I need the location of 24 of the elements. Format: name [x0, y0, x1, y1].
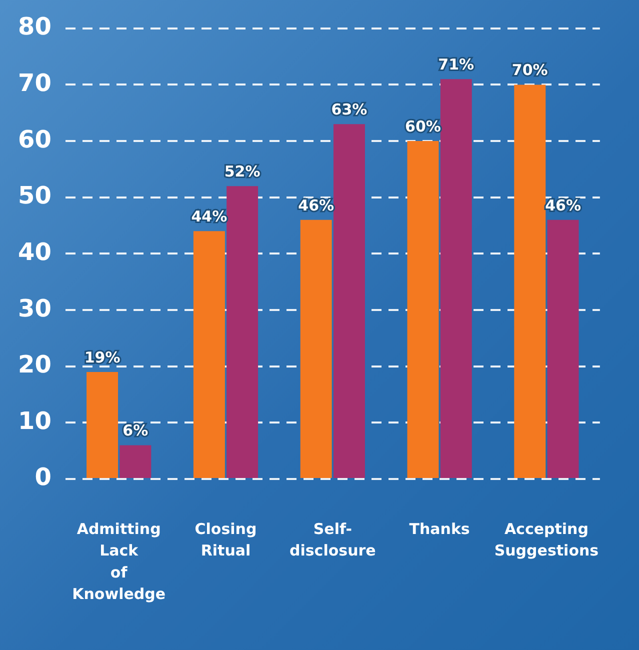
x-tick-label: Closing Ritual: [194, 520, 257, 560]
y-tick-label: 0: [34, 463, 52, 492]
y-tick-label: 50: [18, 182, 52, 210]
y-tick-label: 80: [18, 12, 52, 41]
data-label: 6%: [122, 422, 148, 440]
data-label: 44%: [191, 208, 228, 226]
data-label: 71%: [438, 55, 474, 74]
y-tick-label: 70: [18, 68, 52, 97]
data-label: 63%: [331, 100, 368, 119]
x-tick-label: Self-disclosure: [289, 520, 376, 560]
x-tick-label: Thanks: [409, 520, 470, 538]
y-tick-label: 20: [18, 350, 52, 379]
data-label: 52%: [224, 162, 260, 180]
y-tick-label: 60: [18, 125, 52, 154]
y-tick-label: 40: [18, 238, 52, 266]
data-label: 46%: [298, 196, 334, 214]
data-label: 70%: [512, 61, 548, 80]
x-tick-label: Admitting Lack of Knowledge: [72, 520, 166, 604]
data-label: 60%: [405, 117, 441, 136]
y-tick-label: 10: [18, 406, 52, 435]
data-label: 46%: [545, 196, 581, 214]
data-label: 19%: [84, 348, 120, 366]
x-tick-label: Accepting Suggestions: [494, 520, 599, 560]
y-tick-label: 30: [18, 294, 52, 322]
